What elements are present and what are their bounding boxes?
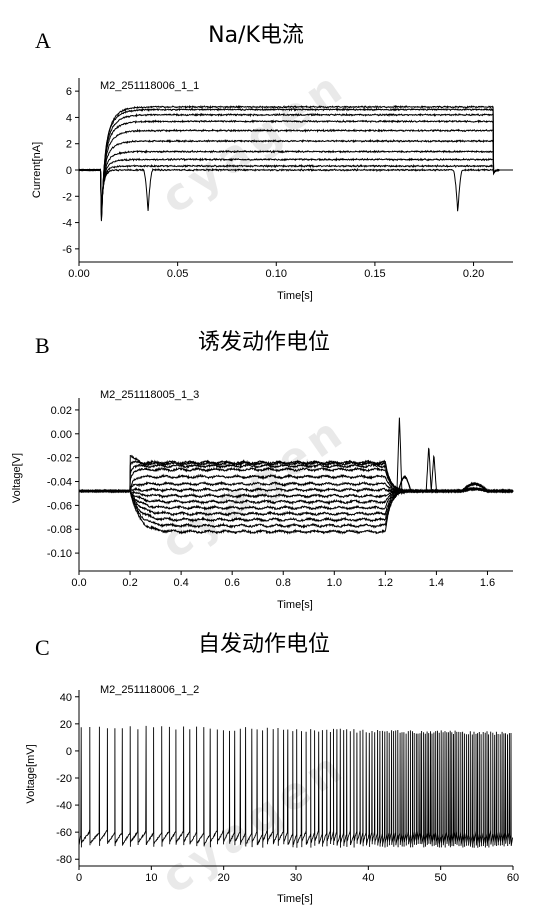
panel-a-x-tick-label: 0.20: [463, 268, 484, 280]
panel-b-ylabel: Voltage[V]: [11, 453, 23, 503]
panel-b-recording: M2_251118005_1_3: [100, 389, 199, 401]
panel-c-xlabel: Time[s]: [277, 893, 313, 905]
panel-a-series-8: [78, 107, 500, 220]
panel-c-x-tick-label: 30: [290, 872, 302, 884]
panel-b-x-tick-label: 1.6: [480, 577, 495, 589]
panel-c-x-tick-label: 10: [145, 872, 157, 884]
panel-a-series-3: [78, 149, 500, 210]
panel-c-title: 自发动作电位: [198, 632, 330, 657]
panel-c-y-tick-label: 0: [66, 746, 72, 758]
panel-a-series-2: [78, 157, 500, 208]
panel-a-y-tick-label: 6: [66, 86, 72, 98]
panel-b-letter: B: [35, 333, 50, 358]
panel-b-axes: 0.0 0.2 0.4 0.6 0.8 1.0 1.2 1.4 1.6 0.02 0.00 -0.02…: [47, 398, 513, 589]
panel-b-y-tick-label: -0.04: [47, 477, 72, 489]
panel-a-axes: 0.00 0.05 0.10 0.15 0.20 6 4 2 0 -2 -4 -6: [62, 78, 513, 280]
panel-a-recording: M2_251118006_1_1: [100, 80, 199, 92]
panel-b-y-tick-label: -0.02: [47, 453, 72, 465]
panel-b-xlabel: Time[s]: [277, 599, 313, 611]
panel-b-y-tick-label: -0.06: [47, 500, 72, 512]
panel-a: A Na/K电流 M2_251118006_1_1 0.00 0.05 0.10 0.…: [31, 23, 513, 302]
panel-b-y-tick-label: 0.02: [51, 405, 72, 417]
panel-b-x-tick-label: 1.4: [429, 577, 444, 589]
panel-b-y-tick-label: -0.08: [47, 524, 72, 536]
panel-c-x-tick-label: 50: [435, 872, 447, 884]
panel-c-y-tick-label: -60: [56, 827, 72, 839]
panel-c-series-0: [78, 725, 514, 848]
panel-a-ylabel: Current[nA]: [31, 142, 43, 198]
panel-c-x-tick-label: 40: [362, 872, 374, 884]
panel-a-series-9: [78, 104, 500, 222]
panel-a-y-tick-label: 4: [66, 112, 72, 124]
panel-b: B 诱发动作电位 M2_251118005_1_3 0.0 0.2 0.4 0.6 0.…: [11, 330, 514, 611]
panel-a-x-tick-label: 0.05: [167, 268, 188, 280]
panel-c-ylabel: Voltage[mV]: [25, 744, 37, 803]
watermark-text-c: cyagen: [152, 740, 356, 904]
panel-b-y-tick-label: 0.00: [51, 429, 72, 441]
panel-b-x-tick-label: 1.2: [378, 577, 393, 589]
watermark-c: cyagen: [152, 740, 356, 904]
panel-b-x-tick-label: 0.6: [225, 577, 240, 589]
panel-a-title: Na/K电流: [208, 23, 304, 48]
panel-a-series-5: [78, 128, 500, 214]
panel-c-x-tick-label: 0: [76, 872, 82, 884]
panel-a-y-tick-label: 0: [66, 165, 72, 177]
panel-c-x-tick-label: 60: [507, 872, 519, 884]
panel-a-series-7: [78, 112, 500, 217]
panel-c-letter: C: [35, 635, 50, 660]
panel-a-series-1: [78, 163, 500, 207]
panel-a-x-tick-label: 0.15: [364, 268, 385, 280]
panel-b-x-tick-label: 0.0: [71, 577, 86, 589]
panel-b-y-tick-label: -0.10: [47, 548, 72, 560]
panel-a-series-4: [78, 138, 500, 213]
panel-a-traces: [78, 104, 513, 222]
panel-a-x-tick-label: 0.10: [266, 268, 287, 280]
panel-b-x-tick-label: 0.8: [276, 577, 291, 589]
panel-a-series-0: [78, 167, 500, 212]
panel-a-letter: A: [35, 28, 51, 53]
panel-c: C 自发动作电位 M2_251118006_1_2 0 10 20 30 40 50 60 4…: [25, 632, 519, 905]
panel-a-y-tick-label: -4: [62, 218, 72, 230]
panel-c-x-tick-label: 20: [218, 872, 230, 884]
panel-c-y-tick-label: 20: [60, 719, 72, 731]
panel-c-traces: [78, 725, 514, 848]
panel-c-y-tick-label: 40: [60, 692, 72, 704]
panel-a-x-tick-label: 0.00: [68, 268, 89, 280]
panel-c-axes: 0 10 20 30 40 50 60 40 20 0 -20 -40 -60 -80: [56, 690, 519, 884]
panel-c-recording: M2_251118006_1_2: [100, 684, 199, 696]
panel-a-y-tick-label: -6: [62, 244, 72, 256]
panel-a-y-tick-label: 2: [66, 139, 72, 151]
panel-b-traces: [78, 417, 514, 535]
panel-a-y-tick-label: -2: [62, 191, 72, 203]
panel-b-x-tick-label: 0.4: [173, 577, 188, 589]
panel-a-series-6: [78, 119, 500, 216]
panel-b-x-tick-label: 0.2: [122, 577, 137, 589]
panel-b-x-tick-label: 1.0: [327, 577, 342, 589]
panel-b-series-13: [78, 454, 514, 494]
panel-b-title: 诱发动作电位: [198, 330, 330, 355]
panel-c-y-tick-label: -80: [56, 854, 72, 866]
panel-a-xlabel: Time[s]: [277, 290, 313, 302]
panel-c-y-tick-label: -40: [56, 800, 72, 812]
watermark-b: cyagen: [152, 405, 356, 569]
watermark-text-b: cyagen: [152, 405, 356, 569]
panel-c-y-tick-label: -20: [56, 773, 72, 785]
